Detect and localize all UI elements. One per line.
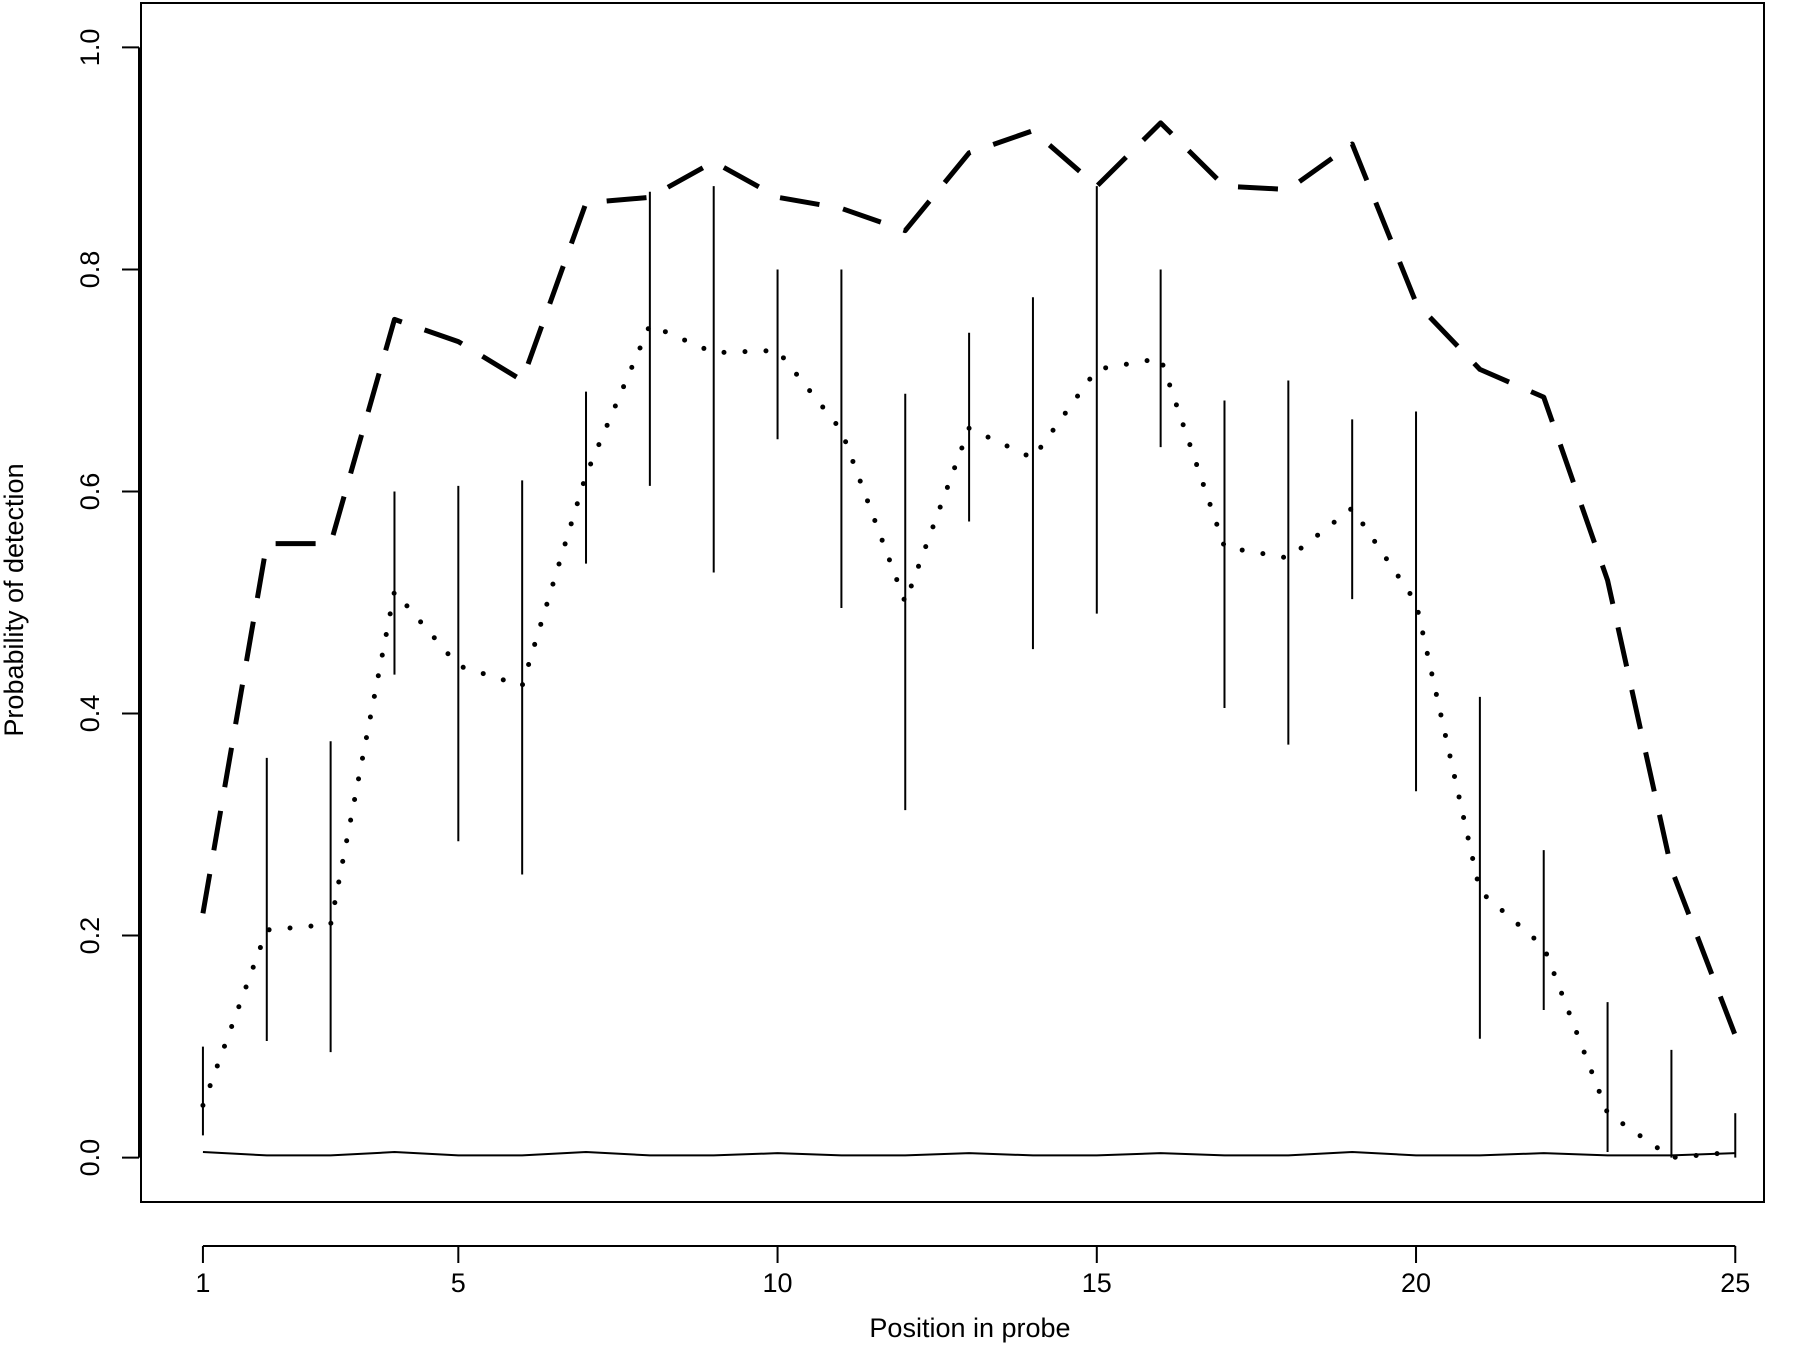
y-tick-label: 1.0 [75,29,105,67]
x-axis-label: Position in probe [869,1313,1070,1343]
x-tick-label: 15 [1082,1268,1112,1298]
y-tick-label: 0.0 [75,1139,105,1177]
y-axis-label: Probability of detection [0,463,29,736]
line-dashed [200,120,1738,1037]
x-tick-label: 25 [1720,1268,1750,1298]
y-tick-label: 0.4 [75,695,105,733]
y-tick-label: 0.6 [75,473,105,511]
x-tick-label: 20 [1401,1268,1431,1298]
x-tick-label: 1 [195,1268,210,1298]
line-solid [202,1151,1736,1157]
y-tick-label: 0.8 [75,251,105,289]
x-tick-label: 5 [451,1268,466,1298]
y-tick-label: 0.2 [75,917,105,955]
x-tick-label: 10 [763,1268,793,1298]
plot-frame [140,2,1765,1203]
